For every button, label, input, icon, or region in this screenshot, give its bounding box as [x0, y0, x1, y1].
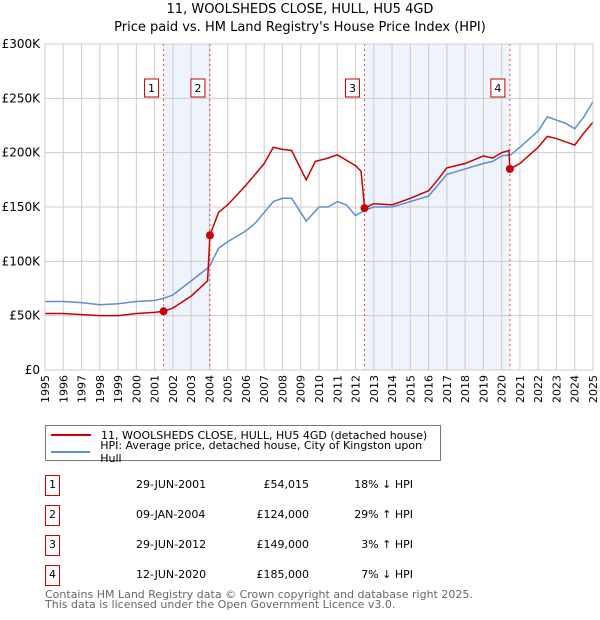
x-tick-label: 2019 [477, 375, 490, 403]
sale-price: £185,000 [256, 568, 310, 581]
chart-subtitle: Price paid vs. HM Land Registry's House … [114, 20, 486, 35]
x-tick-label: 2003 [185, 375, 198, 403]
x-tick-label: 2022 [532, 375, 545, 403]
x-tick-label: 1995 [39, 375, 52, 403]
hpi-diff: 7% ↓ HPI [361, 568, 413, 581]
marker-badge: 3 [45, 535, 60, 556]
x-tick-label: 2017 [441, 375, 454, 403]
legend-label: HPI: Average price, detached house, City… [100, 439, 423, 465]
transaction-row: 2 09-JAN-2004 £124,000 29% ↑ HPI [45, 505, 465, 526]
x-tick-label: 2013 [368, 375, 381, 403]
legend-item-hpi: HPI: Average price, detached house, City… [46, 439, 440, 465]
x-tick-label: 2016 [423, 375, 436, 403]
sale-price: £54,015 [263, 478, 310, 491]
sale-point [360, 204, 369, 213]
footer: Contains HM Land Registry data © Crown c… [45, 588, 473, 611]
x-tick-label: 2014 [386, 375, 399, 403]
sale-label-box [144, 78, 160, 98]
footer-copyright: Contains HM Land Registry data © Crown c… [45, 588, 473, 601]
x-tick-label: 2004 [203, 375, 216, 403]
x-tick-label: 1996 [57, 375, 70, 403]
x-tick-label: 2025 [587, 375, 600, 403]
x-tick-label: 1998 [94, 375, 107, 403]
x-tick-label: 2023 [550, 375, 563, 403]
sale-date: 09-JAN-2004 [136, 508, 206, 521]
y-tick-label: £100K [2, 254, 42, 268]
sale-point [205, 231, 214, 240]
chart-title: 11, WOOLSHEDS CLOSE, HULL, HU5 4GD [166, 2, 434, 17]
sale-label: 4 [494, 82, 501, 95]
sale-label-box [344, 78, 360, 98]
x-tick-label: 2024 [569, 375, 582, 403]
x-tick-label: 2011 [331, 375, 344, 403]
x-tick-label: 2007 [258, 375, 271, 403]
hpi-diff: 3% ↑ HPI [361, 538, 413, 551]
marker-badge: 2 [45, 505, 60, 526]
x-tick-label: 2009 [295, 375, 308, 403]
x-tick-label: 2020 [496, 375, 509, 403]
x-tick-label: 2018 [459, 375, 472, 403]
sale-label-box [490, 78, 506, 98]
series-line [45, 101, 594, 306]
chart-plot: 1995 1996 1997 1998 1999 2000 2001 2002 2003 2004… [2, 37, 600, 403]
sale-label: 3 [349, 82, 356, 95]
sale-date: 12-JUN-2020 [136, 568, 207, 581]
sale-point [159, 307, 168, 316]
sale-price: £124,000 [256, 508, 310, 521]
marker-badge: 1 [45, 475, 60, 496]
transaction-row: 1 29-JUN-2001 £54,015 18% ↓ HPI [45, 475, 465, 496]
legend-swatch-blue [51, 451, 91, 453]
legend: 11, WOOLSHEDS CLOSE, HULL, HU5 4GD (deta… [45, 425, 441, 465]
y-tick-label: £200K [2, 146, 42, 160]
legend-item-property: 11, WOOLSHEDS CLOSE, HULL, HU5 4GD (deta… [46, 427, 427, 443]
x-tick-label: 2006 [240, 375, 253, 403]
x-tick-label: 2000 [130, 375, 143, 403]
plot-border [44, 43, 594, 371]
y-tick-label: £250K [2, 91, 42, 105]
y-tick-label: £150K [2, 200, 42, 214]
hpi-diff: 18% ↓ HPI [354, 478, 413, 491]
x-tick-label: 2002 [167, 375, 180, 403]
sale-label: 2 [194, 82, 201, 95]
sale-price: £149,000 [256, 538, 310, 551]
sale-label: 1 [148, 82, 155, 95]
hpi-diff: 29% ↑ HPI [354, 508, 413, 521]
sale-date: 29-JUN-2001 [136, 478, 207, 491]
sale-point [505, 164, 514, 173]
y-tick-label: £300K [2, 37, 42, 51]
y-tick-label: £0 [25, 363, 40, 377]
footer-licence: This data is licensed under the Open Gov… [45, 598, 396, 611]
x-tick-label: 2001 [149, 375, 162, 403]
y-tick-label: £50K [9, 309, 41, 323]
x-tick-label: 2021 [514, 375, 527, 403]
x-tick-label: 1999 [112, 375, 125, 403]
x-tick-label: 2012 [350, 375, 363, 403]
x-tick-label: 2008 [276, 375, 289, 403]
sale-date: 29-JUN-2012 [136, 538, 207, 551]
legend-label: 11, WOOLSHEDS CLOSE, HULL, HU5 4GD (deta… [101, 428, 428, 442]
transaction-row: 4 12-JUN-2020 £185,000 7% ↓ HPI [45, 565, 465, 586]
x-tick-label: 2005 [222, 375, 235, 403]
x-tick-label: 2010 [313, 375, 326, 403]
legend-swatch-red [51, 434, 91, 436]
x-tick-label: 2015 [404, 375, 417, 403]
sale-label-box [190, 78, 206, 98]
transaction-row: 3 29-JUN-2012 £149,000 3% ↑ HPI [45, 535, 465, 556]
x-tick-label: 1997 [76, 375, 89, 403]
marker-badge: 4 [45, 565, 60, 586]
